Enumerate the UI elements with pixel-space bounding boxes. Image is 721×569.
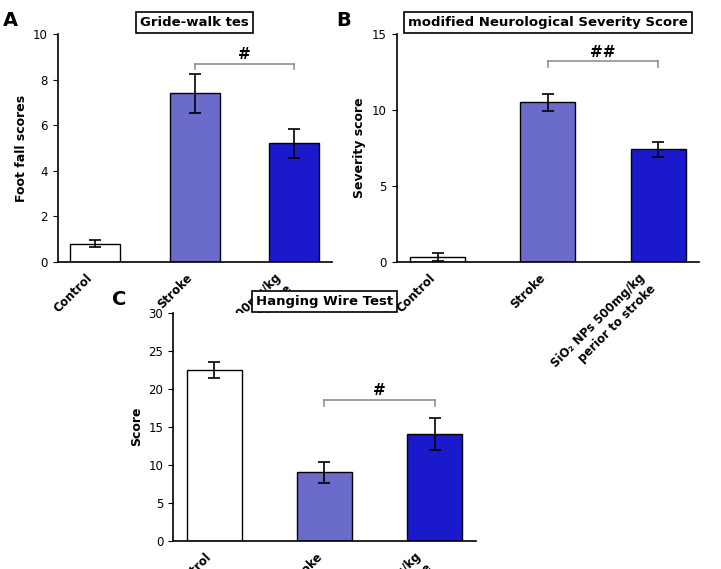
Title: modified Neurological Severity Score: modified Neurological Severity Score (408, 16, 688, 29)
Bar (187, 370, 242, 541)
Title: Gride-walk tes: Gride-walk tes (141, 16, 249, 29)
Bar (169, 93, 220, 262)
Text: B: B (336, 11, 350, 30)
Title: Hanging Wire Test: Hanging Wire Test (256, 295, 393, 308)
Text: ##: ## (590, 45, 616, 60)
Y-axis label: Foot fall scores: Foot fall scores (14, 94, 27, 201)
Text: C: C (112, 290, 127, 309)
Bar (410, 257, 465, 262)
Y-axis label: Severity score: Severity score (353, 98, 366, 198)
Bar (270, 143, 319, 262)
Bar (407, 434, 462, 541)
Text: #: # (373, 384, 386, 398)
Bar (631, 150, 686, 262)
Bar (70, 244, 120, 262)
Bar (521, 102, 575, 262)
Text: A: A (3, 11, 18, 30)
Text: #: # (238, 47, 251, 62)
Bar (297, 472, 352, 541)
Y-axis label: Score: Score (130, 407, 143, 447)
